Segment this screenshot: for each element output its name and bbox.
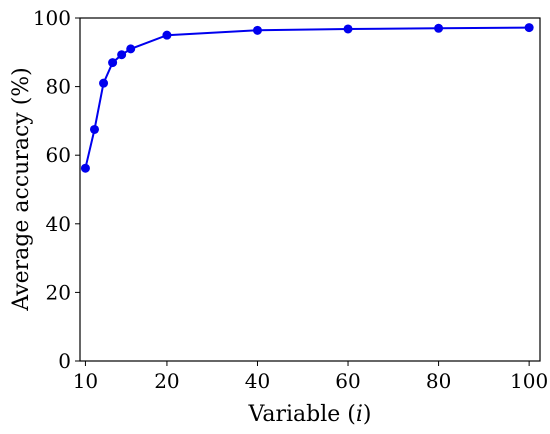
data-point: [524, 23, 534, 33]
data-point: [108, 58, 118, 68]
plot-frame: [79, 17, 541, 362]
data-point: [99, 78, 109, 88]
series: [80, 23, 534, 173]
data-point: [162, 30, 172, 40]
data-point: [343, 24, 353, 34]
data-point: [434, 23, 444, 33]
ticks: 10 20 40 60 80 100 0 20 40 60 80 100: [33, 6, 548, 393]
y-axis-title: Average accuracy (%): [9, 67, 34, 312]
x-axis-title: Variable (i): [247, 402, 371, 427]
y-tick-label: 80: [46, 75, 71, 99]
y-tick-label: 100: [33, 6, 71, 30]
x-tick-label: 60: [335, 369, 360, 393]
x-tick-label: 100: [510, 369, 548, 393]
y-tick-label: 0: [58, 349, 71, 373]
y-tick-label: 40: [46, 212, 71, 236]
x-tick-label: 20: [154, 369, 179, 393]
data-point: [126, 44, 136, 54]
series-line: [84, 26, 530, 169]
x-tick-label: 40: [245, 369, 270, 393]
x-tick-label: 10: [73, 369, 98, 393]
data-point: [252, 25, 262, 35]
y-tick-label: 60: [46, 143, 71, 167]
y-tick-label: 20: [46, 280, 71, 304]
x-tick-label: 80: [426, 369, 451, 393]
data-point: [89, 124, 99, 134]
data-point: [80, 163, 90, 173]
data-point: [117, 50, 127, 60]
